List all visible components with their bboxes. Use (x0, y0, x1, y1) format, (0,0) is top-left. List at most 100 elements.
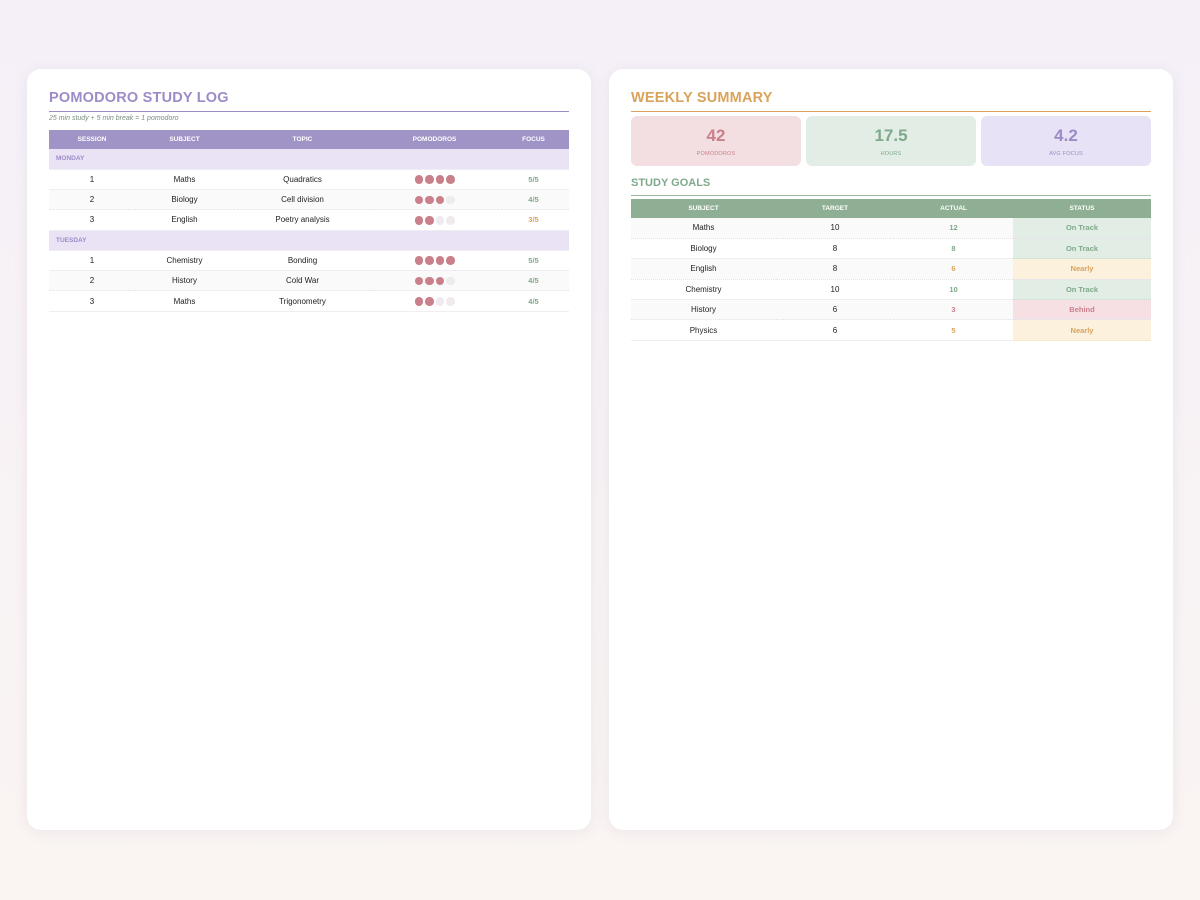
subject-cell: Chemistry (631, 279, 776, 301)
stat-pomodoros: 42 POMODOROS (631, 116, 801, 166)
stat-hours: 17.5 HOURS (806, 116, 976, 166)
pomodoro-filled-dot (414, 175, 423, 184)
stat-label: AVG FOCUS (1049, 150, 1083, 157)
day-row: MONDAY (49, 149, 569, 170)
log-subtitle: 25 min study + 5 min break = 1 pomodoro (49, 115, 179, 122)
table-row: 1 Chemistry Bonding 5/5 (49, 250, 569, 272)
pomodoro-filled-dot (425, 216, 434, 225)
stat-value: 42 (706, 125, 726, 145)
pomodoro-cell (371, 189, 498, 211)
pomodoro-dots (414, 195, 455, 205)
focus-score: 3/5 (498, 209, 569, 231)
table-row: 2 History Cold War 4/5 (49, 270, 569, 292)
actual-cell: 8 (894, 238, 1013, 260)
subject-cell: English (135, 209, 234, 231)
summary-title: WEEKLY SUMMARY (631, 90, 1151, 112)
pomodoro-filled-dot (435, 276, 444, 286)
stat-value: 17.5 (874, 125, 908, 145)
pomodoro-cell (371, 290, 498, 312)
pomodoro-dots (414, 216, 455, 225)
pomodoro-filled-dot (425, 195, 434, 205)
subject-cell: Maths (135, 169, 234, 190)
subject-cell: English (631, 258, 776, 280)
actual-cell: 6 (894, 258, 1013, 280)
col-focus: FOCUS (498, 130, 569, 149)
subject-cell: Maths (135, 290, 234, 312)
goals-body: Maths 10 12 On Track Biology 8 8 On Track Englis… (631, 218, 1151, 341)
status-badge: Nearly (1013, 319, 1151, 341)
session-number: 1 (49, 169, 135, 190)
pomodoro-filled-dot (414, 276, 423, 286)
topic-cell: Bonding (234, 250, 371, 272)
pomodoro-filled-dot (446, 256, 455, 265)
target-cell: 10 (776, 279, 894, 301)
subject-cell: History (135, 270, 234, 292)
col-status: STATUS (1013, 199, 1151, 218)
pomodoro-dots (414, 175, 455, 184)
table-row: History 6 3 Behind (631, 299, 1151, 321)
study-log-card: POMODORO STUDY LOG 25 min study + 5 min … (27, 69, 591, 830)
pomodoro-empty-dot (435, 297, 444, 306)
col-session: SESSION (49, 130, 135, 149)
status-badge: On Track (1013, 279, 1151, 301)
status-badge: Nearly (1013, 258, 1151, 280)
session-number: 3 (49, 290, 135, 312)
pomodoro-dots (414, 276, 455, 286)
pomodoro-filled-dot (425, 256, 434, 265)
pomodoro-filled-dot (446, 175, 455, 184)
pomodoro-dots (414, 297, 455, 306)
stats-row: 42 POMODOROS 17.5 HOURS 4.2 AVG FOCUS (631, 116, 1151, 166)
focus-score: 4/5 (498, 270, 569, 292)
pomodoro-filled-dot (435, 175, 444, 184)
topic-cell: Trigonometry (234, 290, 371, 312)
table-row: Chemistry 10 10 On Track (631, 279, 1151, 301)
pomodoro-filled-dot (425, 297, 434, 306)
target-cell: 8 (776, 238, 894, 260)
table-row: 2 Biology Cell division 4/5 (49, 189, 569, 211)
subject-cell: Biology (135, 189, 234, 211)
subject-cell: Physics (631, 319, 776, 341)
stat-label: POMODOROS (696, 150, 736, 157)
actual-cell: 10 (894, 279, 1013, 301)
table-row: 3 English Poetry analysis 3/5 (49, 209, 569, 231)
col-target: TARGET (776, 199, 894, 218)
weekly-summary-card: WEEKLY SUMMARY 42 POMODOROS 17.5 HOURS 4… (609, 69, 1173, 830)
pomodoro-filled-dot (435, 256, 444, 265)
stat-avg-focus: 4.2 AVG FOCUS (981, 116, 1151, 166)
topic-cell: Cold War (234, 270, 371, 292)
subject-cell: Maths (631, 218, 776, 239)
status-badge: On Track (1013, 238, 1151, 260)
focus-score: 4/5 (498, 290, 569, 312)
topic-cell: Poetry analysis (234, 209, 371, 231)
pomodoro-dots (414, 256, 455, 265)
focus-score: 5/5 (498, 169, 569, 190)
col-pomodoros: POMODOROS (371, 130, 498, 149)
goals-header-row: SUBJECT TARGET ACTUAL STATUS (631, 199, 1151, 218)
actual-cell: 5 (894, 319, 1013, 341)
pomodoro-cell (371, 169, 498, 190)
focus-score: 5/5 (498, 250, 569, 272)
study-log-table: SESSION SUBJECT TOPIC POMODOROS FOCUS MO… (49, 130, 569, 312)
stat-value: 4.2 (1054, 125, 1078, 145)
target-cell: 8 (776, 258, 894, 280)
pomodoro-filled-dot (414, 195, 423, 205)
pomodoro-cell (371, 209, 498, 231)
pomodoro-empty-dot (446, 276, 455, 286)
goals-title: STUDY GOALS (631, 177, 1151, 196)
actual-cell: 12 (894, 218, 1013, 239)
pomodoro-empty-dot (446, 216, 455, 225)
day-label: MONDAY (49, 149, 569, 170)
col-subject: SUBJECT (631, 199, 776, 218)
session-number: 3 (49, 209, 135, 231)
target-cell: 6 (776, 299, 894, 321)
subject-cell: Biology (631, 238, 776, 260)
subject-cell: Chemistry (135, 250, 234, 272)
col-subject: SUBJECT (135, 130, 234, 149)
stat-label: HOURS (880, 150, 902, 157)
col-actual: ACTUAL (894, 199, 1013, 218)
actual-cell: 3 (894, 299, 1013, 321)
pomodoro-empty-dot (446, 195, 455, 205)
status-badge: Behind (1013, 299, 1151, 321)
session-number: 1 (49, 250, 135, 272)
pomodoro-filled-dot (414, 297, 423, 306)
